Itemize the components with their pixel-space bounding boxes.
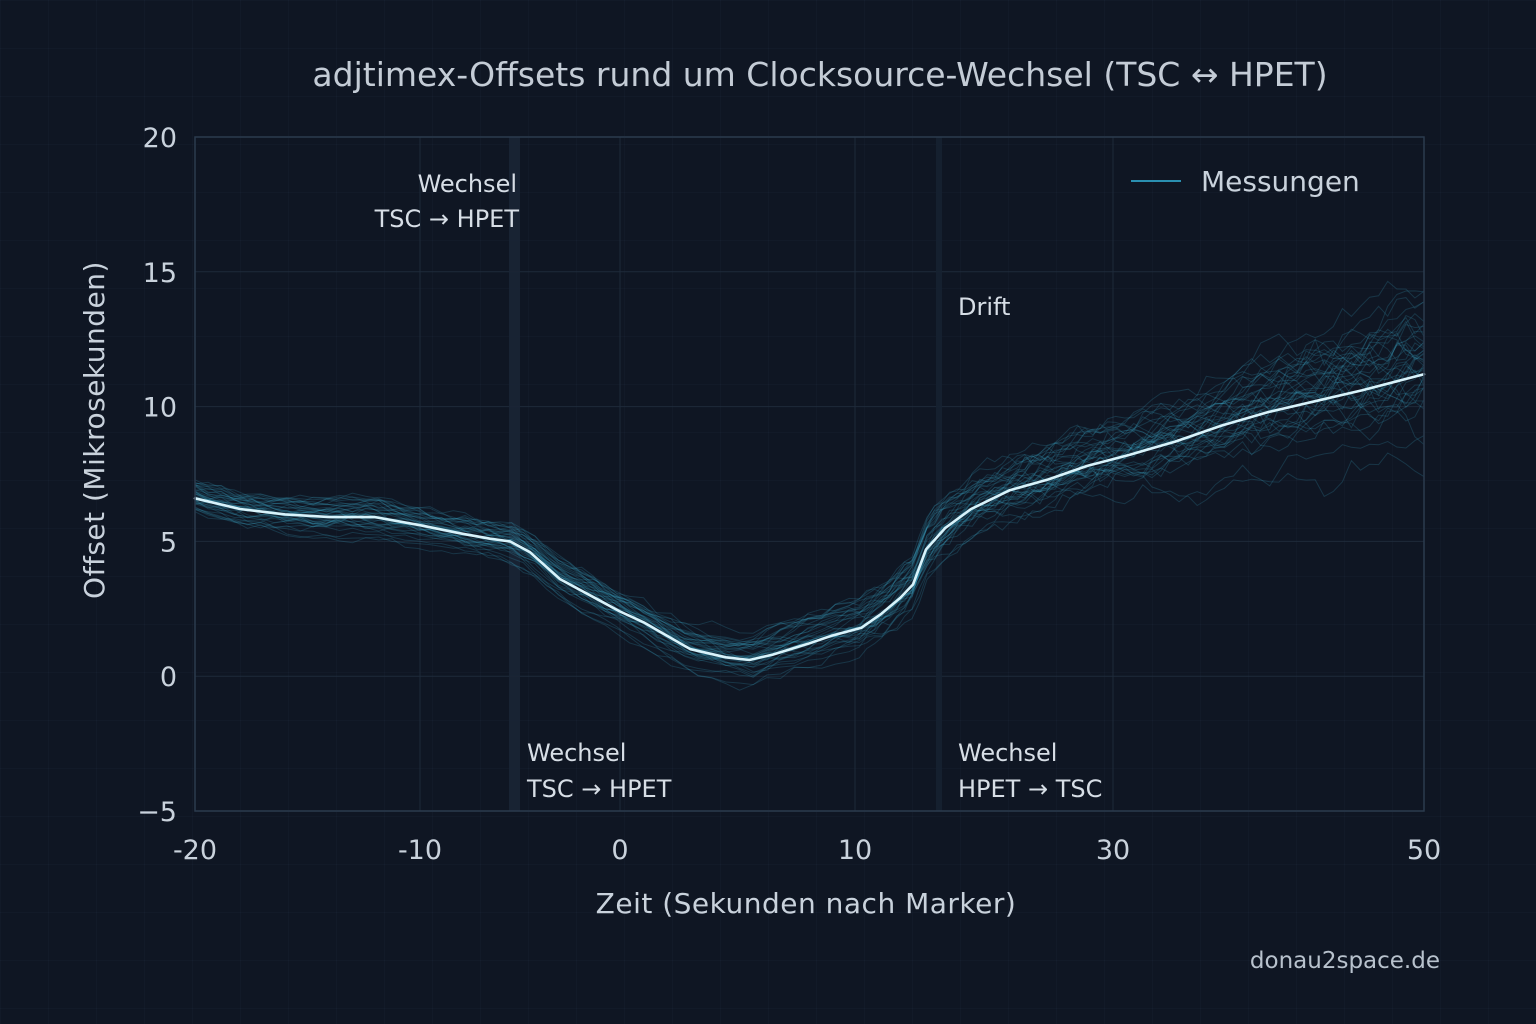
annotation-switch-bottom-right: Wechsel HPET → TSC	[958, 739, 1102, 803]
y-tick-label: 5	[160, 527, 177, 558]
x-axis-ticks: -20 -10 0 10 30 50	[173, 835, 1441, 866]
measurement-trace	[195, 297, 1424, 646]
measurement-trace	[195, 335, 1424, 641]
annotation-switch-bottom-right-line1: Wechsel	[958, 739, 1057, 767]
measurement-trace	[195, 323, 1424, 658]
x-tick-label: -20	[173, 835, 217, 866]
x-tick-label: 10	[838, 835, 872, 866]
annotation-drift: Drift	[958, 293, 1010, 321]
measurement-trace	[195, 314, 1424, 646]
measurement-trace	[195, 378, 1424, 674]
measurement-trace	[195, 341, 1424, 648]
measurement-trace	[195, 376, 1424, 661]
annotation-switch-bottom-left: Wechsel TSC → HPET	[526, 739, 672, 803]
measurement-trace	[195, 363, 1424, 666]
measurement-trace	[195, 313, 1424, 650]
x-tick-label: 30	[1096, 835, 1130, 866]
measurement-trace	[195, 387, 1424, 662]
legend: Messungen	[1131, 165, 1360, 198]
chart-title: adjtimex-Offsets rund um Clocksource-Wec…	[312, 55, 1327, 94]
measurement-traces	[195, 280, 1424, 691]
measurement-trace	[195, 341, 1424, 644]
y-tick-label: −5	[137, 797, 177, 828]
measurement-trace	[195, 348, 1424, 673]
y-axis-ticks: −5 0 5 10 15 20	[137, 123, 177, 828]
measurement-trace	[195, 363, 1424, 653]
measurement-trace	[195, 330, 1424, 649]
x-tick-label: 0	[611, 835, 628, 866]
y-tick-label: 15	[143, 258, 177, 289]
measurement-trace	[195, 435, 1424, 691]
switch-marker-band-hpet-tsc	[936, 137, 942, 811]
x-tick-label: -10	[398, 835, 442, 866]
measurement-trace	[195, 369, 1424, 659]
measurement-trace	[195, 399, 1424, 668]
measurement-trace	[195, 403, 1424, 668]
measurement-trace	[195, 354, 1424, 665]
measurement-trace	[195, 301, 1424, 647]
annotation-switch-top: Wechsel TSC → HPET	[374, 170, 520, 233]
annotation-switch-bottom-left-line2: TSC → HPET	[526, 775, 672, 803]
annotation-switch-top-line1: Wechsel	[418, 170, 517, 198]
measurement-trace	[195, 336, 1424, 634]
measurement-trace	[195, 356, 1424, 664]
y-axis-title: Offset (Mikrosekunden)	[78, 261, 111, 599]
measurement-trace	[195, 290, 1424, 646]
switch-marker-band-tsc-hpet	[509, 137, 520, 811]
measurement-trace	[195, 320, 1424, 660]
mean-line	[193, 372, 1426, 662]
measurement-trace	[195, 361, 1424, 660]
measurement-trace	[195, 349, 1424, 662]
measurement-trace	[195, 331, 1424, 650]
measurement-trace	[195, 392, 1424, 678]
annotation-switch-bottom-right-line2: HPET → TSC	[958, 775, 1102, 803]
annotation-switch-top-line2: TSC → HPET	[374, 205, 520, 233]
y-tick-label: 0	[160, 662, 177, 693]
credit: donau2space.de	[1250, 948, 1440, 974]
gridlines	[194, 136, 1425, 812]
measurement-trace	[195, 452, 1424, 677]
annotation-switch-bottom-left-line1: Wechsel	[527, 739, 626, 767]
y-tick-label: 20	[143, 123, 177, 154]
measurement-trace	[195, 316, 1424, 643]
measurement-trace	[195, 280, 1424, 650]
x-axis-title: Zeit (Sekunden nach Marker)	[596, 887, 1017, 920]
x-tick-label: 50	[1407, 835, 1441, 866]
measurement-trace	[195, 375, 1424, 661]
y-tick-label: 10	[143, 393, 177, 424]
legend-label: Messungen	[1201, 165, 1360, 198]
plot-frame	[194, 136, 1425, 812]
